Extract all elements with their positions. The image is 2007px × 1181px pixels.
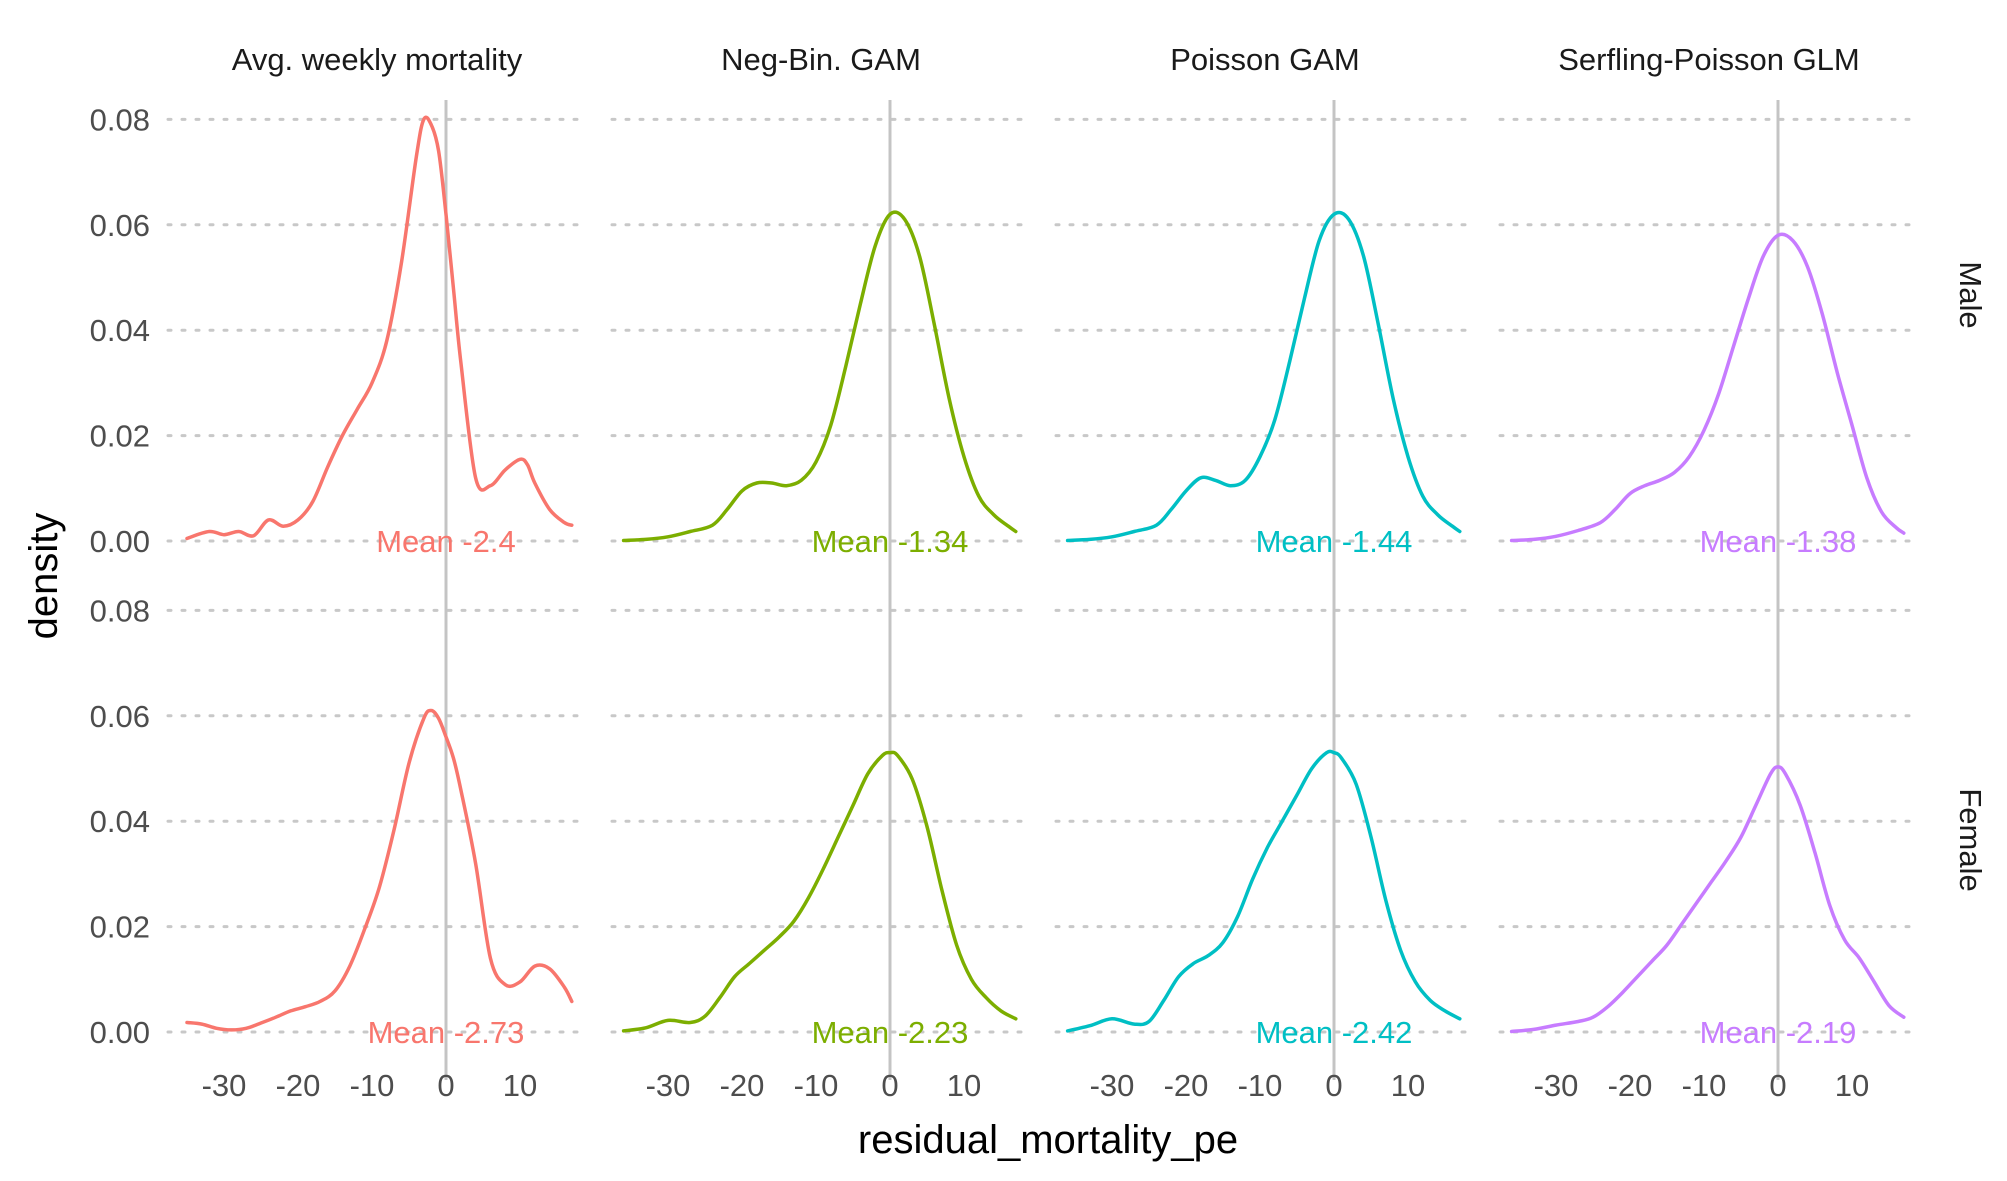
density-curve-female-3 bbox=[1065, 749, 1462, 1033]
x-tick-label: 10 bbox=[1391, 1068, 1425, 1103]
density-curve-male-4 bbox=[1509, 232, 1906, 543]
density-curve-male-3 bbox=[1065, 210, 1462, 543]
mean-label: Mean -1.34 bbox=[812, 524, 969, 559]
x-tick-label: 0 bbox=[881, 1068, 898, 1103]
x-tick-label: 10 bbox=[947, 1068, 981, 1103]
density-curves bbox=[185, 115, 1906, 1034]
x-tick-label: -20 bbox=[1164, 1068, 1209, 1103]
y-tick-label: 0.06 bbox=[90, 699, 150, 734]
mean-label: Mean -2.42 bbox=[1256, 1015, 1413, 1050]
column-strip-title: Serfling-Poisson GLM bbox=[1558, 42, 1860, 77]
density-curve-female-4 bbox=[1509, 765, 1906, 1034]
row-strip-title: Female bbox=[1953, 788, 1988, 891]
gridlines bbox=[166, 117, 1920, 1034]
x-tick-label: -30 bbox=[646, 1068, 691, 1103]
column-strip-title: Poisson GAM bbox=[1170, 42, 1360, 77]
mean-label: Mean -2.4 bbox=[376, 524, 516, 559]
column-strip-title: Neg-Bin. GAM bbox=[721, 42, 921, 77]
x-tick-label: -20 bbox=[276, 1068, 321, 1103]
density-curve-male-2 bbox=[621, 210, 1018, 543]
x-axis-title: residual_mortality_pe bbox=[858, 1118, 1238, 1162]
y-tick-label: 0.04 bbox=[90, 804, 150, 839]
y-tick-label: 0.06 bbox=[90, 208, 150, 243]
y-tick-label: 0.00 bbox=[90, 524, 150, 559]
y-tick-label: 0.02 bbox=[90, 910, 150, 945]
density-curve-male-1 bbox=[185, 115, 574, 541]
x-tick-label: -30 bbox=[202, 1068, 247, 1103]
zero-reference-lines bbox=[444, 100, 1780, 1080]
mean-labels: Mean -2.4 Mean -1.34 Mean -1.44 Mean -1.38 M… bbox=[368, 524, 1857, 1050]
mean-label: Mean -1.38 bbox=[1700, 524, 1857, 559]
x-tick-label: -10 bbox=[1238, 1068, 1283, 1103]
y-tick-label: 0.02 bbox=[90, 419, 150, 454]
x-tick-label: 10 bbox=[1835, 1068, 1869, 1103]
x-tick-label: 0 bbox=[1769, 1068, 1786, 1103]
facet-strips: Avg. weekly mortality Neg-Bin. GAM Poisson… bbox=[232, 42, 1988, 892]
x-tick-label: -20 bbox=[720, 1068, 765, 1103]
x-tick-label: 10 bbox=[503, 1068, 537, 1103]
x-tick-label: -30 bbox=[1090, 1068, 1135, 1103]
x-tick-label: -20 bbox=[1608, 1068, 1653, 1103]
y-tick-label: 0.08 bbox=[90, 593, 150, 628]
mean-label: Mean -1.44 bbox=[1256, 524, 1413, 559]
mean-label: Mean -2.23 bbox=[812, 1015, 969, 1050]
axis-ticks: 0.00 0.02 0.04 0.06 0.08 0.00 0.02 0.04 0.06 0.08… bbox=[90, 102, 1870, 1103]
y-tick-label: 0.04 bbox=[90, 313, 150, 348]
x-tick-label: -10 bbox=[1682, 1068, 1727, 1103]
y-tick-label: 0.08 bbox=[90, 102, 150, 137]
x-tick-label: -10 bbox=[794, 1068, 839, 1103]
density-curve-female-1 bbox=[185, 708, 574, 1032]
x-tick-label: -10 bbox=[350, 1068, 395, 1103]
x-tick-label: 0 bbox=[1325, 1068, 1342, 1103]
x-tick-label: 0 bbox=[437, 1068, 454, 1103]
density-curve-female-2 bbox=[621, 750, 1018, 1033]
mean-label: Mean -2.19 bbox=[1700, 1015, 1857, 1050]
y-tick-label: 0.00 bbox=[90, 1015, 150, 1050]
row-strip-title: Male bbox=[1953, 261, 1988, 328]
y-axis-title: density bbox=[22, 513, 66, 640]
x-tick-label: -30 bbox=[1534, 1068, 1579, 1103]
mean-label: Mean -2.73 bbox=[368, 1015, 525, 1050]
column-strip-title: Avg. weekly mortality bbox=[232, 42, 523, 77]
